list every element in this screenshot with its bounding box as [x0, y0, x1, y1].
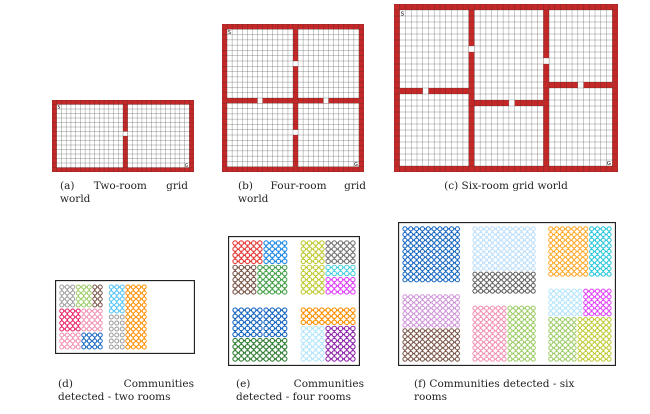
six-room-grid-svg: SG [394, 4, 618, 172]
community-region [81, 332, 103, 350]
caption-a-label: (a) [60, 180, 75, 192]
panel-communities-two-rooms [55, 280, 195, 354]
caption-f: (f) Communities detected - six rooms [414, 378, 614, 404]
community-region [577, 316, 612, 362]
caption-b-word1: Four-room [270, 180, 327, 192]
grid-lines [394, 4, 618, 172]
doorway [293, 61, 299, 67]
communities-four-rooms-svg [228, 236, 360, 366]
caption-d: (d) Communities detected - two rooms [58, 378, 194, 404]
doorway [422, 88, 429, 94]
caption-a-line2: world [60, 193, 91, 205]
doorway [123, 131, 128, 136]
caption-d-line2: detected - two rooms [58, 391, 171, 403]
grid-lines [52, 100, 194, 172]
panel-frame [398, 222, 616, 366]
community-region [402, 328, 460, 362]
doorway [543, 58, 550, 64]
community-region [125, 284, 147, 350]
community-region [232, 307, 263, 338]
communities-two-rooms-svg [55, 280, 195, 354]
panel-communities-four-rooms [228, 236, 360, 366]
community-region [300, 325, 325, 362]
caption-b-word2: grid [344, 180, 366, 192]
caption-c: (c) Six-room grid world [394, 180, 618, 193]
doorway [293, 129, 299, 135]
community-region [325, 325, 356, 362]
community-region [232, 337, 288, 362]
doorway [577, 82, 584, 88]
grid-lines [222, 24, 364, 172]
community-region [583, 288, 612, 317]
community-region [548, 226, 589, 277]
panel-frame [228, 236, 360, 366]
caption-e-line2: detected - four rooms [236, 391, 351, 403]
inner-wall [468, 100, 544, 106]
caption-e-word1: Communities [293, 378, 364, 390]
community-region [81, 308, 103, 332]
community-region [548, 288, 583, 317]
doorway [508, 100, 515, 106]
community-region [232, 240, 263, 265]
community-region [325, 276, 356, 295]
doorway [323, 98, 329, 104]
community-region [92, 284, 103, 308]
caption-e-label: (e) [236, 378, 251, 390]
community-region [325, 264, 356, 277]
community-region [300, 307, 356, 326]
community-region [507, 305, 536, 362]
goal-label: G [185, 163, 188, 169]
caption-b: (b) Four-room grid world [238, 180, 366, 206]
community-region [232, 264, 257, 295]
start-label: S [57, 105, 60, 111]
goal-label: G [354, 162, 358, 168]
community-region [402, 294, 460, 328]
caption-a-word2: grid [166, 180, 188, 192]
four-room-grid-svg: SG [222, 24, 364, 172]
caption-b-label: (b) [238, 180, 253, 192]
community-region [263, 307, 288, 338]
community-region [108, 314, 125, 350]
community-region [472, 305, 507, 362]
two-room-grid-svg: SG [52, 100, 194, 172]
caption-c-text: (c) Six-room grid world [444, 180, 568, 192]
doorway [468, 46, 475, 52]
community-region [59, 308, 81, 332]
community-region [548, 316, 577, 362]
community-region [59, 332, 81, 350]
community-region [257, 264, 288, 295]
caption-f-line1: (f) Communities detected - six [414, 378, 575, 390]
community-region [472, 226, 536, 272]
caption-e: (e) Communities detected - four rooms [236, 378, 364, 404]
community-region [300, 240, 325, 265]
community-region [472, 271, 536, 294]
community-region [300, 264, 325, 295]
caption-d-word1: Communities [123, 378, 194, 390]
community-region [589, 226, 612, 277]
goal-label: G [607, 161, 611, 167]
start-label: S [228, 30, 231, 36]
community-region [59, 284, 76, 308]
caption-a: (a) Two-room grid world [60, 180, 188, 206]
doorway [257, 98, 263, 104]
caption-b-line2: world [238, 193, 269, 205]
caption-d-label: (d) [58, 378, 73, 390]
caption-f-line2: rooms [414, 391, 448, 403]
community-region [263, 240, 288, 265]
caption-a-word1: Two-room [93, 180, 147, 192]
panel-communities-six-rooms [398, 222, 616, 366]
community-region [325, 240, 356, 265]
community-region [402, 226, 460, 283]
communities-six-rooms-svg [398, 222, 616, 366]
start-label: S [401, 11, 405, 17]
community-region [75, 284, 92, 308]
community-region [108, 284, 125, 314]
